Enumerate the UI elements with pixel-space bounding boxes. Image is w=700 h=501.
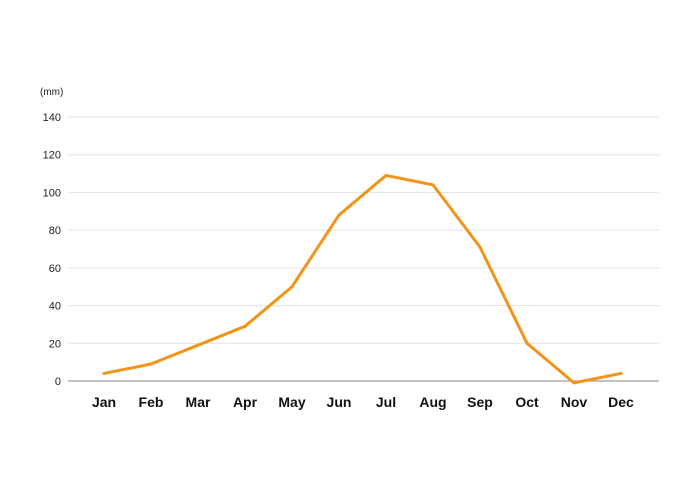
y-tick-label: 140	[43, 112, 61, 124]
data-point	[337, 213, 341, 217]
gridlines	[68, 116, 659, 344]
data-point	[619, 371, 623, 375]
x-tick-label: Feb	[139, 394, 164, 410]
y-axis-ticks: 0 20 40 60 80 100 120 140	[43, 112, 61, 388]
y-tick-label: 120	[43, 150, 61, 162]
data-point	[431, 183, 435, 187]
data-point	[243, 324, 247, 328]
x-tick-label: Dec	[608, 394, 634, 410]
x-tick-label: Oct	[515, 394, 539, 410]
x-tick-label: Jul	[376, 394, 396, 410]
series-line	[102, 173, 623, 385]
data-point	[384, 173, 388, 177]
x-tick-label: Apr	[233, 394, 258, 410]
data-point	[290, 285, 294, 289]
x-tick-label: Jun	[327, 394, 352, 410]
y-unit-label: (mm)	[40, 87, 63, 98]
y-tick-label: 80	[49, 225, 61, 237]
x-tick-label: Sep	[467, 394, 493, 410]
y-tick-label: 60	[49, 263, 61, 275]
y-tick-label: 0	[55, 376, 61, 388]
y-tick-label: 100	[43, 187, 61, 199]
x-tick-label: Jan	[92, 394, 116, 410]
data-point	[572, 381, 576, 385]
data-point	[525, 341, 529, 345]
data-point	[196, 343, 200, 347]
x-tick-label: Aug	[419, 394, 446, 410]
x-tick-label: Mar	[186, 394, 211, 410]
data-point	[149, 362, 153, 366]
y-tick-label: 40	[49, 301, 61, 313]
data-point	[102, 371, 106, 375]
x-tick-label: May	[278, 394, 305, 410]
x-axis-ticks: Jan Feb Mar Apr May Jun Jul Aug Sep Oct Nov Dec	[92, 394, 634, 410]
series-layer	[102, 173, 623, 385]
data-point	[478, 245, 482, 249]
x-tick-label: Nov	[561, 394, 588, 410]
y-tick-label: 20	[49, 338, 61, 350]
